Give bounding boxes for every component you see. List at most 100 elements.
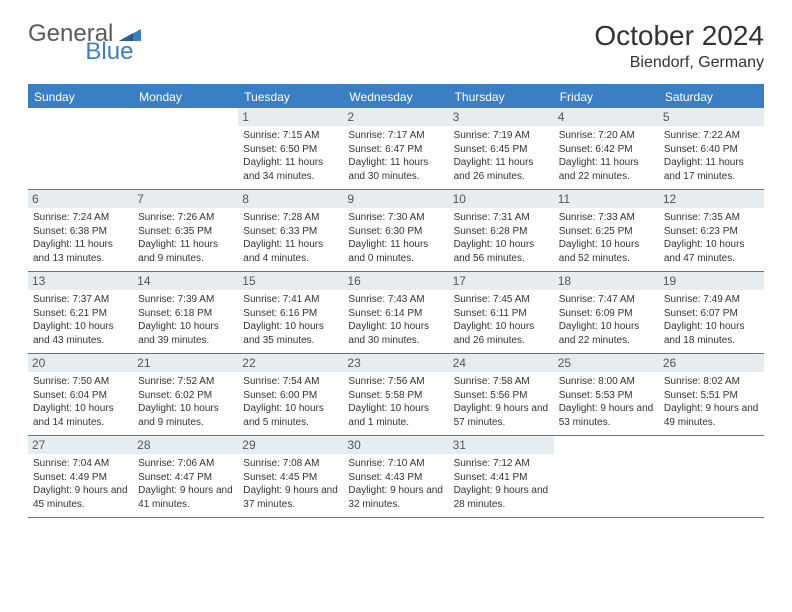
sunset-text: Sunset: 5:56 PM bbox=[454, 389, 549, 403]
daylight-text: Daylight: 9 hours and 45 minutes. bbox=[33, 484, 128, 511]
day-number: 11 bbox=[554, 190, 659, 208]
daylight-text: Daylight: 9 hours and 28 minutes. bbox=[454, 484, 549, 511]
week-row: 27Sunrise: 7:04 AMSunset: 4:49 PMDayligh… bbox=[28, 436, 764, 518]
location-label: Biendorf, Germany bbox=[594, 54, 764, 72]
day-header-fri: Friday bbox=[554, 86, 659, 108]
day-header-wed: Wednesday bbox=[343, 86, 448, 108]
daylight-text: Daylight: 11 hours and 22 minutes. bbox=[559, 156, 654, 183]
sunrise-text: Sunrise: 7:10 AM bbox=[348, 457, 443, 471]
sunrise-text: Sunrise: 7:41 AM bbox=[243, 293, 338, 307]
calendar-cell: 24Sunrise: 7:58 AMSunset: 5:56 PMDayligh… bbox=[449, 354, 554, 435]
sunrise-text: Sunrise: 7:35 AM bbox=[664, 211, 759, 225]
daylight-text: Daylight: 9 hours and 53 minutes. bbox=[559, 402, 654, 429]
calendar-cell: 3Sunrise: 7:19 AMSunset: 6:45 PMDaylight… bbox=[449, 108, 554, 189]
sunrise-text: Sunrise: 7:37 AM bbox=[33, 293, 128, 307]
calendar-cell: 16Sunrise: 7:43 AMSunset: 6:14 PMDayligh… bbox=[343, 272, 448, 353]
calendar-cell: 6Sunrise: 7:24 AMSunset: 6:38 PMDaylight… bbox=[28, 190, 133, 271]
sunrise-text: Sunrise: 7:30 AM bbox=[348, 211, 443, 225]
calendar-cell: 2Sunrise: 7:17 AMSunset: 6:47 PMDaylight… bbox=[343, 108, 448, 189]
day-number: 30 bbox=[343, 436, 448, 454]
sunset-text: Sunset: 6:50 PM bbox=[243, 143, 338, 157]
daylight-text: Daylight: 9 hours and 37 minutes. bbox=[243, 484, 338, 511]
day-number: 12 bbox=[659, 190, 764, 208]
sunset-text: Sunset: 6:00 PM bbox=[243, 389, 338, 403]
day-number: 26 bbox=[659, 354, 764, 372]
day-header-tue: Tuesday bbox=[238, 86, 343, 108]
calendar-cell: 7Sunrise: 7:26 AMSunset: 6:35 PMDaylight… bbox=[133, 190, 238, 271]
sunset-text: Sunset: 6:30 PM bbox=[348, 225, 443, 239]
day-number: 7 bbox=[133, 190, 238, 208]
day-number: 25 bbox=[554, 354, 659, 372]
day-header-row: Sunday Monday Tuesday Wednesday Thursday… bbox=[28, 86, 764, 108]
daylight-text: Daylight: 9 hours and 41 minutes. bbox=[138, 484, 233, 511]
daylight-text: Daylight: 11 hours and 9 minutes. bbox=[138, 238, 233, 265]
calendar-cell: 17Sunrise: 7:45 AMSunset: 6:11 PMDayligh… bbox=[449, 272, 554, 353]
sunset-text: Sunset: 6:33 PM bbox=[243, 225, 338, 239]
day-number: 5 bbox=[659, 108, 764, 126]
calendar-cell: 27Sunrise: 7:04 AMSunset: 4:49 PMDayligh… bbox=[28, 436, 133, 517]
calendar-cell: 26Sunrise: 8:02 AMSunset: 5:51 PMDayligh… bbox=[659, 354, 764, 435]
sunset-text: Sunset: 4:49 PM bbox=[33, 471, 128, 485]
sunset-text: Sunset: 6:16 PM bbox=[243, 307, 338, 321]
week-row: 6Sunrise: 7:24 AMSunset: 6:38 PMDaylight… bbox=[28, 190, 764, 272]
calendar-cell: 28Sunrise: 7:06 AMSunset: 4:47 PMDayligh… bbox=[133, 436, 238, 517]
daylight-text: Daylight: 10 hours and 18 minutes. bbox=[664, 320, 759, 347]
sunrise-text: Sunrise: 7:24 AM bbox=[33, 211, 128, 225]
logo-text-blue: Blue bbox=[85, 38, 133, 66]
sunrise-text: Sunrise: 8:02 AM bbox=[664, 375, 759, 389]
calendar-cell bbox=[659, 436, 764, 517]
daylight-text: Daylight: 10 hours and 39 minutes. bbox=[138, 320, 233, 347]
day-header-sun: Sunday bbox=[28, 86, 133, 108]
sunset-text: Sunset: 6:21 PM bbox=[33, 307, 128, 321]
sunset-text: Sunset: 6:38 PM bbox=[33, 225, 128, 239]
calendar-cell: 18Sunrise: 7:47 AMSunset: 6:09 PMDayligh… bbox=[554, 272, 659, 353]
calendar-cell: 13Sunrise: 7:37 AMSunset: 6:21 PMDayligh… bbox=[28, 272, 133, 353]
day-number: 16 bbox=[343, 272, 448, 290]
sunrise-text: Sunrise: 7:31 AM bbox=[454, 211, 549, 225]
calendar-cell: 5Sunrise: 7:22 AMSunset: 6:40 PMDaylight… bbox=[659, 108, 764, 189]
sunrise-text: Sunrise: 7:54 AM bbox=[243, 375, 338, 389]
day-number: 4 bbox=[554, 108, 659, 126]
week-row: 1Sunrise: 7:15 AMSunset: 6:50 PMDaylight… bbox=[28, 108, 764, 190]
calendar-cell bbox=[554, 436, 659, 517]
header: General Blue October 2024 Biendorf, Germ… bbox=[28, 20, 764, 72]
calendar-cell: 23Sunrise: 7:56 AMSunset: 5:58 PMDayligh… bbox=[343, 354, 448, 435]
sunset-text: Sunset: 6:28 PM bbox=[454, 225, 549, 239]
daylight-text: Daylight: 11 hours and 13 minutes. bbox=[33, 238, 128, 265]
calendar-cell: 22Sunrise: 7:54 AMSunset: 6:00 PMDayligh… bbox=[238, 354, 343, 435]
daylight-text: Daylight: 9 hours and 57 minutes. bbox=[454, 402, 549, 429]
daylight-text: Daylight: 10 hours and 14 minutes. bbox=[33, 402, 128, 429]
day-number: 15 bbox=[238, 272, 343, 290]
calendar-cell bbox=[133, 108, 238, 189]
day-number: 1 bbox=[238, 108, 343, 126]
daylight-text: Daylight: 10 hours and 9 minutes. bbox=[138, 402, 233, 429]
page-title: October 2024 bbox=[594, 20, 764, 52]
daylight-text: Daylight: 10 hours and 26 minutes. bbox=[454, 320, 549, 347]
sunset-text: Sunset: 6:09 PM bbox=[559, 307, 654, 321]
calendar-cell bbox=[28, 108, 133, 189]
calendar-cell: 21Sunrise: 7:52 AMSunset: 6:02 PMDayligh… bbox=[133, 354, 238, 435]
day-number: 19 bbox=[659, 272, 764, 290]
calendar-cell: 4Sunrise: 7:20 AMSunset: 6:42 PMDaylight… bbox=[554, 108, 659, 189]
calendar-cell: 11Sunrise: 7:33 AMSunset: 6:25 PMDayligh… bbox=[554, 190, 659, 271]
sunset-text: Sunset: 6:04 PM bbox=[33, 389, 128, 403]
day-number: 8 bbox=[238, 190, 343, 208]
sunset-text: Sunset: 6:35 PM bbox=[138, 225, 233, 239]
calendar-cell: 8Sunrise: 7:28 AMSunset: 6:33 PMDaylight… bbox=[238, 190, 343, 271]
day-number: 10 bbox=[449, 190, 554, 208]
day-number: 20 bbox=[28, 354, 133, 372]
sunrise-text: Sunrise: 7:47 AM bbox=[559, 293, 654, 307]
logo: General Blue bbox=[28, 20, 195, 48]
daylight-text: Daylight: 11 hours and 0 minutes. bbox=[348, 238, 443, 265]
calendar-cell: 15Sunrise: 7:41 AMSunset: 6:16 PMDayligh… bbox=[238, 272, 343, 353]
sunset-text: Sunset: 6:42 PM bbox=[559, 143, 654, 157]
sunrise-text: Sunrise: 7:12 AM bbox=[454, 457, 549, 471]
calendar-cell: 19Sunrise: 7:49 AMSunset: 6:07 PMDayligh… bbox=[659, 272, 764, 353]
sunset-text: Sunset: 6:40 PM bbox=[664, 143, 759, 157]
sunrise-text: Sunrise: 7:39 AM bbox=[138, 293, 233, 307]
sunset-text: Sunset: 6:07 PM bbox=[664, 307, 759, 321]
sunset-text: Sunset: 4:47 PM bbox=[138, 471, 233, 485]
sunset-text: Sunset: 5:53 PM bbox=[559, 389, 654, 403]
daylight-text: Daylight: 11 hours and 17 minutes. bbox=[664, 156, 759, 183]
sunrise-text: Sunrise: 7:17 AM bbox=[348, 129, 443, 143]
